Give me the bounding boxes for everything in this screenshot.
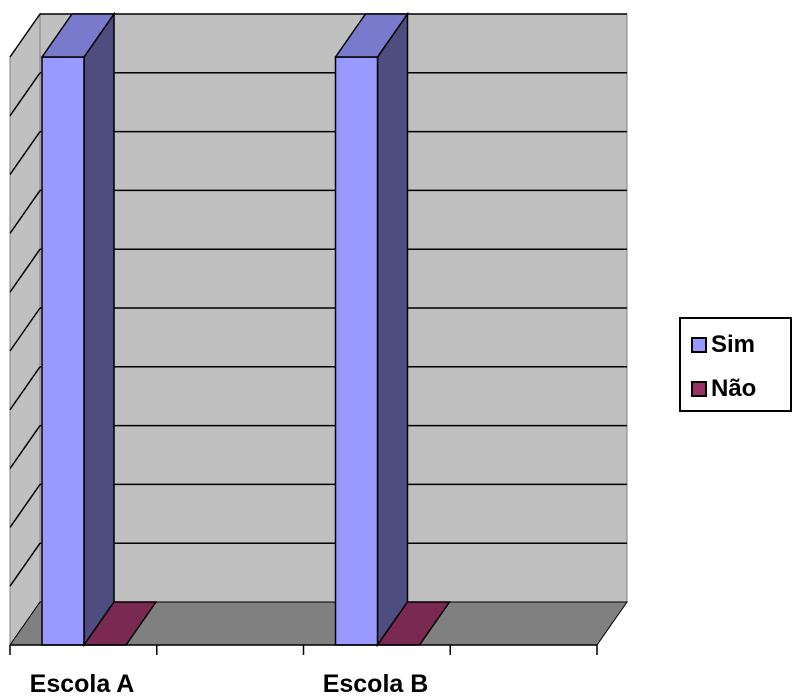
bar-sim-0-top xyxy=(40,13,116,58)
gridline-side xyxy=(9,425,41,470)
gridline-side xyxy=(9,13,41,58)
gridlines xyxy=(9,13,627,587)
legend-swatch-sim xyxy=(691,337,707,353)
bar-sim-1 xyxy=(334,56,379,646)
bar-sim-1-top xyxy=(334,13,409,58)
gridline-side xyxy=(9,248,41,293)
gridline-side xyxy=(9,189,41,234)
gridline-side xyxy=(9,131,41,176)
x-tick-label: Escola B xyxy=(323,670,429,697)
legend: Sim Não xyxy=(679,317,792,412)
legend-label-nao: Não xyxy=(711,375,757,402)
gridline-side xyxy=(9,542,41,587)
legend-label-sim: Sim xyxy=(711,331,756,358)
legend-item-sim: Sim xyxy=(691,331,755,359)
bar-sim-0 xyxy=(41,56,85,646)
x-tick-labels: Escola A Escola B xyxy=(30,670,429,697)
x-tick-label: Escola A xyxy=(30,670,135,697)
bar-sim-0-side xyxy=(83,11,115,648)
legend-swatch-nao xyxy=(691,381,707,397)
gridline-side xyxy=(9,483,41,528)
gridline-side xyxy=(9,366,41,411)
gridline-side xyxy=(9,72,41,117)
bars xyxy=(40,11,451,648)
gridline-side xyxy=(9,307,41,352)
legend-item-nao: Não xyxy=(691,375,756,403)
x-axis xyxy=(9,644,598,655)
bar-sim-1-side xyxy=(376,11,409,648)
